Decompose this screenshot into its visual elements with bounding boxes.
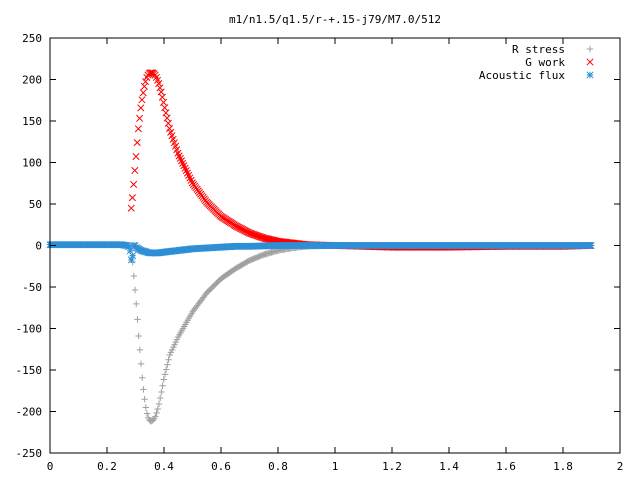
data-point [133,300,140,308]
y-tick-label: 100 [22,157,42,170]
data-point [133,139,141,147]
x-tick-label: 0.2 [97,460,117,473]
data-point [155,400,163,408]
data-point [125,243,133,251]
x-tick-label: 1.6 [496,460,516,473]
data-point [200,294,207,301]
y-tick-label: -250 [16,447,43,460]
data-point [164,361,171,368]
x-tick-label: 0.6 [211,460,231,473]
data-point [161,104,169,112]
data-point [154,405,161,413]
data-point [158,93,166,101]
data-point [157,88,165,96]
data-point [156,394,164,402]
data-point [127,204,135,212]
y-tick-label: 0 [35,240,42,253]
x-tick-label: 2 [617,460,624,473]
data-point [149,416,157,424]
data-point [142,78,150,86]
data-point [158,388,165,396]
legend-marker [586,58,594,66]
data-point [130,180,138,188]
legend-label: R stress [512,43,565,56]
data-point [587,241,595,250]
chart-title: m1/n1.5/q1.5/r-+.15-j79/M7.0/512 [229,13,441,26]
data-point [161,371,169,378]
data-point [195,300,202,308]
x-tick-label: 0.4 [154,460,174,473]
data-point [156,84,164,92]
tick-layer: 0 0.2 0.4 0.6 0.8 1 1.2 1.4 1.6 1.8 2 250 200 150 100 5… [16,32,624,473]
x-tick-label: 1.2 [382,460,402,473]
series-acoustic-flux [46,241,595,264]
data-point [152,413,159,420]
data-point [196,299,203,306]
data-point [192,303,200,311]
y-tick-label: -150 [16,364,43,377]
y-tick-label: 50 [29,198,42,211]
data-point [136,346,144,354]
x-tick-label: 0 [47,460,54,473]
data-point [140,386,147,393]
data-point [127,256,135,264]
legend-marker-glyph [586,58,594,66]
data-point [189,308,196,316]
y-tick-label: -100 [16,323,43,336]
data-point [163,114,171,122]
data-point [139,374,146,382]
data-point [162,109,170,117]
data-point [141,396,148,403]
data-point [197,297,205,304]
y-tick-label: 200 [22,74,42,87]
legend-marker-glyph [586,45,594,53]
data-point [132,152,140,161]
data-point [142,404,150,411]
data-point [153,409,160,417]
legend-label: G work [525,56,565,69]
data-point [160,376,167,383]
y-tick-label: 250 [22,32,42,45]
data-point [134,125,142,133]
data-point [155,80,163,88]
data-point [194,302,201,309]
legend-label: Acoustic flux [479,69,565,82]
data-layer [46,69,595,425]
data-point [126,247,134,255]
data-point [191,305,199,312]
data-point [139,89,147,97]
data-point [134,316,141,323]
data-point [129,252,137,260]
data-point [162,366,170,373]
x-tick-label: 0.8 [268,460,288,473]
legend-marker-glyph [586,71,594,79]
data-point [130,272,138,280]
data-point [137,360,145,368]
data-point [131,166,139,175]
data-point [138,96,146,104]
legend-marker [586,45,594,53]
data-point [128,194,136,202]
data-point [164,119,172,127]
data-point [190,307,197,314]
data-point [135,332,142,340]
legend-marker [586,71,594,79]
data-point [136,114,144,122]
data-point [159,382,166,389]
data-point [159,98,168,106]
data-point [143,410,151,417]
data-point [198,295,206,303]
x-tick-label: 1.8 [553,460,573,473]
y-tick-label: -200 [16,406,43,419]
y-tick-label: 150 [22,115,42,128]
data-point [137,104,145,112]
data-point [131,286,139,294]
x-tick-label: 1 [332,460,339,473]
x-tick-label: 1.4 [439,460,459,473]
data-point [165,356,172,363]
y-tick-label: -50 [22,281,42,294]
